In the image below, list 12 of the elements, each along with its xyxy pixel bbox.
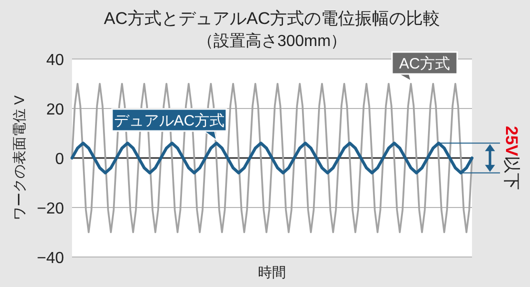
y-tick-label: 0 <box>55 151 64 168</box>
y-tick-label: 20 <box>46 102 64 118</box>
chart-subtitle: （設置高さ300mm） <box>197 32 347 50</box>
x-axis-title: 時間 <box>258 264 286 280</box>
y-axis-title: ワークの表面電位 V <box>11 94 27 221</box>
y-tick-label: 40 <box>46 52 64 69</box>
chart-title: AC方式とデュアルAC方式の電位振幅の比較 <box>104 9 440 28</box>
series-label: AC方式 <box>399 56 450 72</box>
series-label: デュアルAC方式 <box>114 112 225 130</box>
text: 25V以下 <box>502 126 521 190</box>
y-tick-label: −40 <box>36 250 64 267</box>
y-tick-label: −20 <box>36 200 64 218</box>
